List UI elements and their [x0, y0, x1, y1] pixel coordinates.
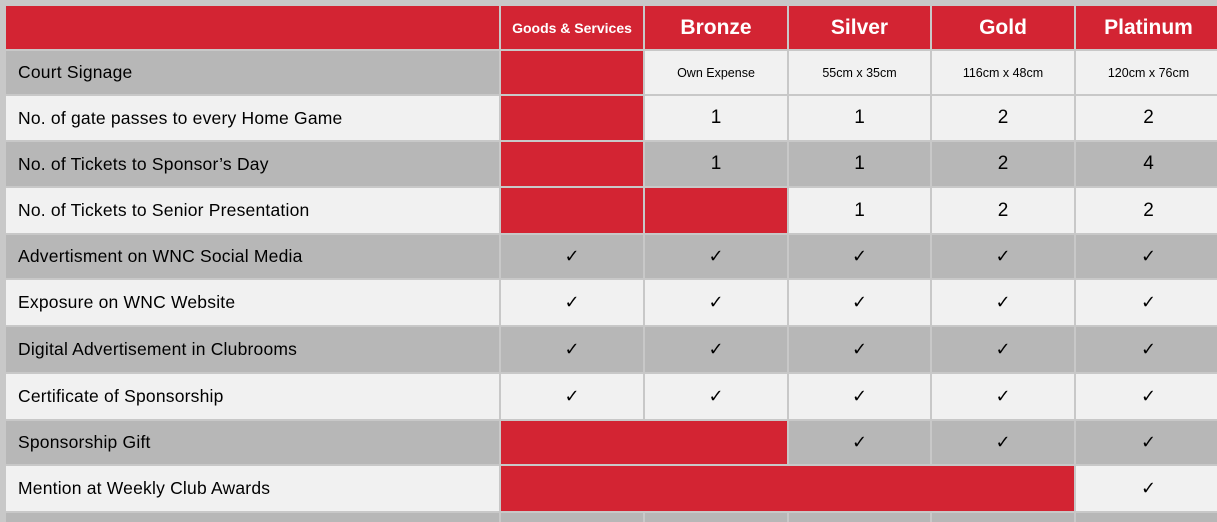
check-icon: ✓ — [932, 374, 1074, 419]
check-icon: ✓ — [1076, 327, 1217, 372]
row-label-sponsorship-gift: Sponsorship Gift — [6, 421, 499, 464]
row-label-digital-advertisement: Digital Advertisement in Clubrooms — [6, 327, 499, 372]
header-blank-cell — [6, 6, 499, 49]
table-cell: 2 — [1076, 96, 1217, 140]
row-label-gate-passes: No. of gate passes to every Home Game — [6, 96, 499, 140]
table-row-partial — [932, 513, 1074, 522]
check-icon: ✓ — [1076, 374, 1217, 419]
check-icon: ✓ — [1076, 235, 1217, 278]
check-icon: ✓ — [645, 374, 787, 419]
header-platinum: Platinum — [1076, 6, 1217, 49]
check-icon: ✓ — [501, 235, 643, 278]
table-cell: 120cm x 76cm — [1076, 51, 1217, 94]
table-cell-unavailable — [501, 466, 1074, 511]
row-label-sponsors-day-tickets: No. of Tickets to Sponsor’s Day — [6, 142, 499, 186]
table-cell-unavailable — [501, 96, 643, 140]
table-row-partial — [501, 513, 643, 522]
table-cell: 1 — [789, 142, 930, 186]
table-row-partial — [645, 513, 787, 522]
row-label-website-exposure: Exposure on WNC Website — [6, 280, 499, 325]
check-icon: ✓ — [789, 280, 930, 325]
check-icon: ✓ — [789, 374, 930, 419]
check-icon: ✓ — [501, 280, 643, 325]
row-label-court-signage: Court Signage — [6, 51, 499, 94]
check-icon: ✓ — [645, 235, 787, 278]
table-cell-unavailable — [501, 188, 643, 233]
table-cell: 1 — [645, 142, 787, 186]
row-label-weekly-awards: Mention at Weekly Club Awards — [6, 466, 499, 511]
check-icon: ✓ — [789, 235, 930, 278]
check-icon: ✓ — [932, 280, 1074, 325]
check-icon: ✓ — [1076, 466, 1217, 511]
table-row-partial — [789, 513, 930, 522]
check-icon: ✓ — [645, 280, 787, 325]
table-cell: 4 — [1076, 142, 1217, 186]
table-cell-unavailable — [501, 51, 643, 94]
check-icon: ✓ — [789, 421, 930, 464]
sponsorship-tiers-table: Goods & Services Bronze Silver Gold Plat… — [6, 6, 1217, 522]
table-cell: 2 — [932, 96, 1074, 140]
table-cell: 2 — [932, 188, 1074, 233]
check-icon: ✓ — [1076, 280, 1217, 325]
table-cell: 2 — [932, 142, 1074, 186]
check-icon: ✓ — [789, 327, 930, 372]
table-cell-unavailable — [501, 142, 643, 186]
table-cell: 1 — [789, 188, 930, 233]
check-icon: ✓ — [932, 235, 1074, 278]
header-silver: Silver — [789, 6, 930, 49]
table-row-partial — [6, 513, 499, 522]
header-bronze: Bronze — [645, 6, 787, 49]
row-label-certificate: Certificate of Sponsorship — [6, 374, 499, 419]
row-label-social-media: Advertisment on WNC Social Media — [6, 235, 499, 278]
header-gold: Gold — [932, 6, 1074, 49]
check-icon: ✓ — [501, 374, 643, 419]
check-icon: ✓ — [501, 327, 643, 372]
table-cell: 1 — [645, 96, 787, 140]
check-icon: ✓ — [932, 327, 1074, 372]
table-cell: 116cm x 48cm — [932, 51, 1074, 94]
table-cell: 2 — [1076, 188, 1217, 233]
table-cell: 55cm x 35cm — [789, 51, 930, 94]
check-icon: ✓ — [932, 421, 1074, 464]
table-cell: 1 — [789, 96, 930, 140]
header-goods-services: Goods & Services — [501, 6, 643, 49]
table-cell-unavailable — [501, 421, 787, 464]
table-cell: Own Expense — [645, 51, 787, 94]
check-icon: ✓ — [1076, 421, 1217, 464]
table-row-partial — [1076, 513, 1217, 522]
check-icon: ✓ — [645, 327, 787, 372]
table-cell-unavailable — [645, 188, 787, 233]
row-label-senior-presentation-tickets: No. of Tickets to Senior Presentation — [6, 188, 499, 233]
